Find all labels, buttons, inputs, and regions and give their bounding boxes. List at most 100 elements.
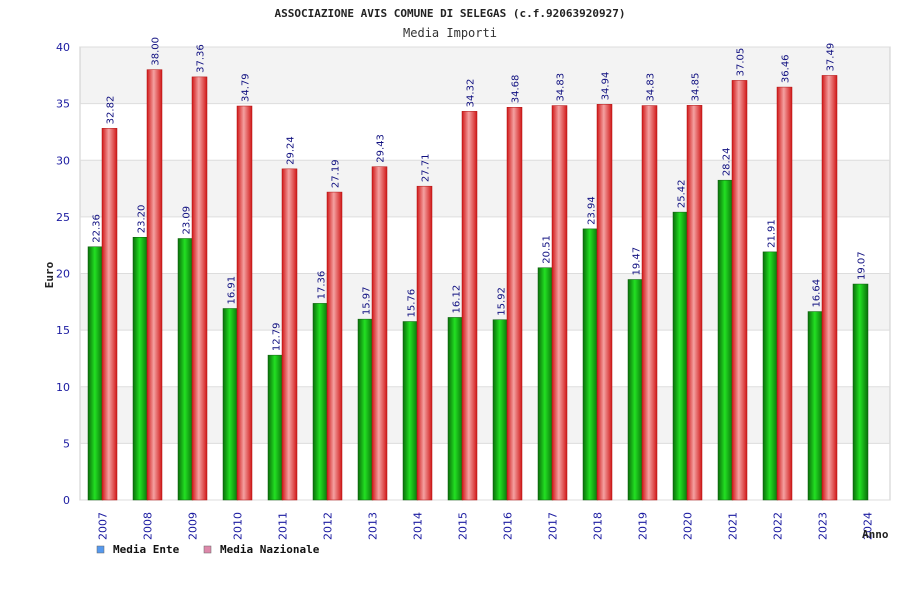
- bar-media-ente: [672, 211, 689, 501]
- plot-band: [80, 330, 890, 387]
- x-tick-label: 2013: [367, 512, 380, 540]
- value-label: 25.42: [677, 179, 688, 208]
- value-labels: 22.36 23.20 23.09 16.91 12.79 17.36 15.97 15.76…: [92, 37, 868, 351]
- bar-media-nazionale: [506, 106, 523, 501]
- value-label: 21.91: [767, 219, 778, 248]
- value-label: 23.94: [587, 196, 598, 225]
- x-tick-label: 2015: [457, 512, 470, 540]
- plot-background: [79, 46, 891, 501]
- legend-label-media-ente: Media Ente: [113, 543, 180, 556]
- bar-media-nazionale: [776, 86, 793, 501]
- y-tick-label: 0: [63, 494, 70, 507]
- x-tick-label: 2020: [682, 512, 695, 540]
- x-tick-label: 2022: [772, 512, 785, 540]
- value-label: 23.20: [137, 205, 148, 234]
- x-tick-label: 2014: [412, 512, 425, 540]
- bar-media-nazionale: [371, 166, 388, 501]
- value-label: 36.46: [781, 54, 792, 83]
- bar-media-ente: [267, 354, 284, 501]
- x-tick-label: 2010: [232, 512, 245, 540]
- value-label: 15.97: [362, 286, 373, 315]
- value-label: 28.24: [722, 148, 733, 177]
- value-label: 16.12: [452, 285, 463, 314]
- bar-media-ente: [717, 179, 734, 501]
- value-label: 34.94: [601, 72, 612, 101]
- bar-media-nazionale: [551, 105, 568, 501]
- x-axis-label: Anno: [862, 528, 889, 541]
- x-axis-ticks: 2007 2008 2009 2010 2011 2012 2013 2014 2015 2016…: [97, 512, 875, 540]
- bar-media-nazionale: [416, 185, 433, 501]
- value-label: 17.36: [317, 271, 328, 300]
- bar-media-nazionale: [461, 111, 478, 501]
- x-tick-label: 2017: [547, 512, 560, 540]
- bar-media-nazionale: [146, 69, 163, 501]
- bar-media-ente: [852, 283, 869, 501]
- plot-band: [80, 386, 890, 444]
- legend: Media Ente Media Nazionale: [96, 543, 320, 556]
- bar-media-nazionale: [236, 105, 253, 501]
- x-tick-label: 2007: [97, 512, 110, 540]
- plot-band: [80, 103, 890, 161]
- bar-media-ente: [222, 308, 239, 501]
- x-tick-label: 2011: [277, 512, 290, 540]
- y-tick-label: 20: [56, 268, 70, 281]
- y-tick-label: 15: [56, 324, 70, 337]
- value-label: 22.36: [92, 214, 103, 243]
- value-label: 34.83: [646, 73, 657, 102]
- x-tick-label: 2009: [187, 512, 200, 540]
- value-label: 19.07: [857, 251, 868, 280]
- value-label: 20.51: [542, 235, 553, 264]
- value-label: 16.91: [227, 276, 238, 305]
- chart-subtitle: Media Importi: [403, 26, 497, 40]
- bar-media-ente: [762, 251, 779, 501]
- y-tick-label: 25: [56, 211, 70, 224]
- x-tick-label: 2016: [502, 512, 515, 540]
- chart-title: ASSOCIAZIONE AVIS COMUNE DI SELEGAS (c.f…: [275, 7, 626, 20]
- plot-band: [80, 273, 890, 331]
- bar-media-ente: [807, 311, 824, 501]
- bar-media-nazionale: [641, 105, 658, 501]
- value-label: 27.71: [421, 154, 432, 183]
- bar-media-nazionale: [821, 75, 838, 501]
- y-tick-label: 5: [63, 437, 70, 450]
- x-tick-label: 2019: [637, 512, 650, 540]
- bar-media-ente: [627, 279, 644, 501]
- value-label: 37.49: [826, 43, 837, 72]
- value-label: 23.09: [182, 206, 193, 235]
- value-label: 29.43: [376, 134, 387, 163]
- x-tick-label: 2024: [862, 512, 875, 540]
- value-label: 34.79: [241, 73, 252, 102]
- y-tick-label: 40: [56, 41, 70, 54]
- bar-media-ente: [582, 228, 599, 501]
- bar-media-nazionale: [731, 80, 748, 501]
- value-label: 16.64: [812, 279, 823, 308]
- y-axis-ticks: 0 5 10 15 20 25 30 35 40: [56, 41, 70, 507]
- y-tick-label: 10: [56, 381, 70, 394]
- value-label: 32.82: [106, 96, 117, 125]
- plot-band: [80, 443, 890, 500]
- x-tick-label: 2021: [727, 512, 740, 540]
- bar-media-ente: [357, 318, 374, 501]
- bar-media-ente: [87, 246, 104, 501]
- value-label: 34.85: [691, 73, 702, 102]
- plot-band: [80, 160, 890, 217]
- bar-media-nazionale: [326, 191, 343, 501]
- bar-media-nazionale: [191, 76, 208, 501]
- bar-group: [87, 69, 869, 501]
- bar-media-nazionale: [596, 104, 613, 501]
- value-label: 27.19: [331, 159, 342, 188]
- legend-swatch-media-nazionale: [203, 545, 212, 554]
- bar-media-ente: [537, 267, 554, 501]
- x-tick-label: 2018: [592, 512, 605, 540]
- plot-band: [80, 216, 890, 274]
- bar-media-ente: [447, 317, 464, 501]
- value-label: 19.47: [632, 247, 643, 276]
- value-label: 15.76: [407, 289, 418, 318]
- value-label: 37.36: [196, 44, 207, 73]
- gridlines: [80, 46, 890, 501]
- y-tick-label: 35: [56, 98, 70, 111]
- value-label: 34.68: [511, 75, 522, 104]
- bar-media-ente: [132, 237, 149, 501]
- value-label: 34.83: [556, 73, 567, 102]
